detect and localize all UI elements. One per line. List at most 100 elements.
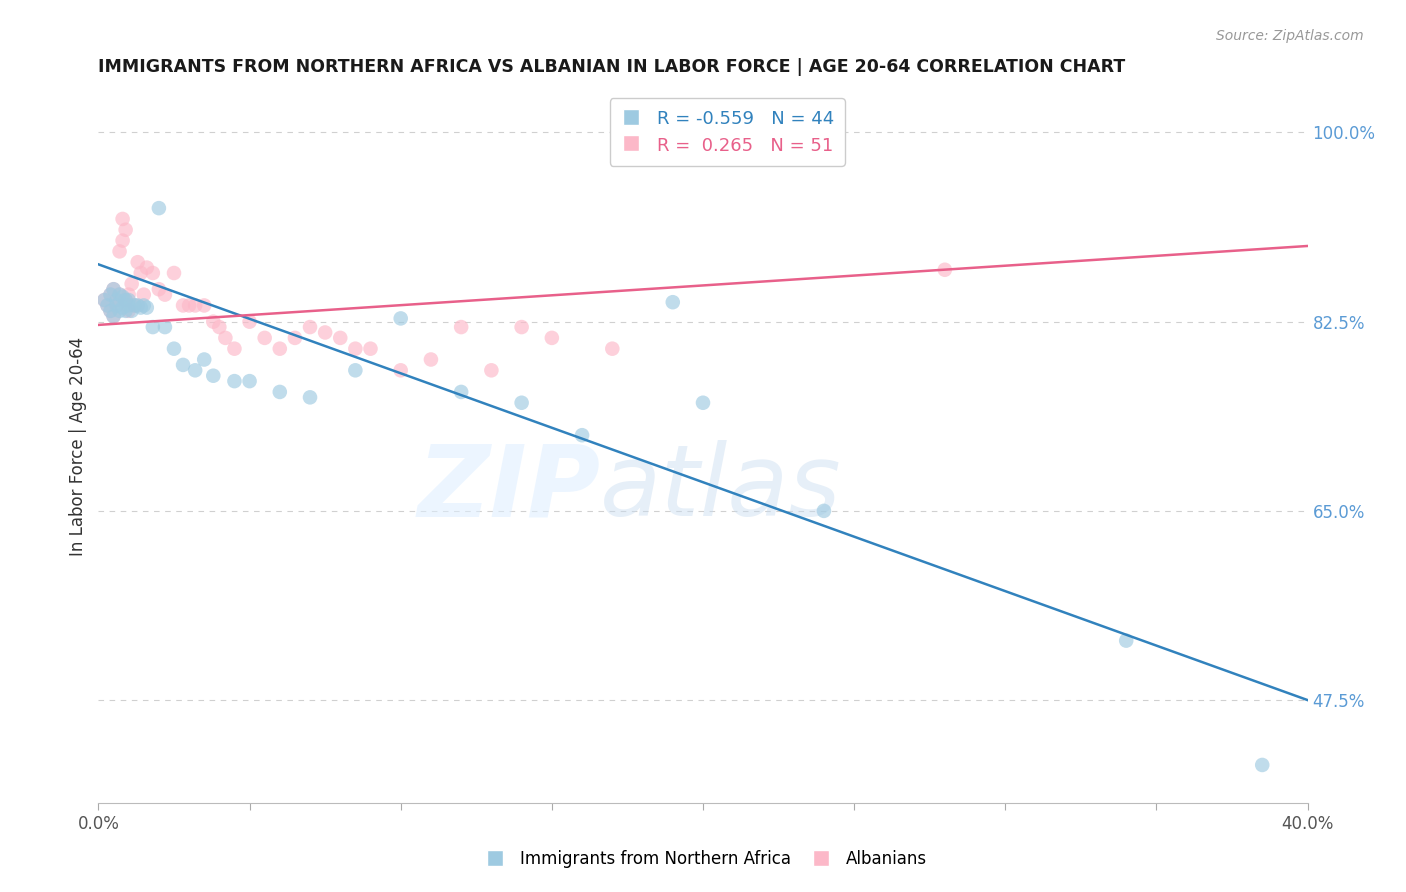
Point	[108, 244, 131, 259]
Point	[510, 396, 533, 410]
Point	[692, 396, 714, 410]
Point	[420, 352, 443, 367]
Point	[100, 287, 122, 301]
Point	[360, 342, 382, 356]
Point	[114, 223, 136, 237]
Point	[239, 315, 262, 329]
Point	[172, 358, 194, 372]
Point	[299, 320, 322, 334]
Point	[111, 234, 134, 248]
Point	[208, 320, 231, 334]
Point	[129, 266, 152, 280]
Point	[148, 282, 170, 296]
Point	[1115, 633, 1137, 648]
Point	[96, 298, 118, 312]
Point	[118, 298, 141, 312]
Point	[214, 331, 236, 345]
Point	[127, 255, 149, 269]
Point	[540, 331, 562, 345]
Point	[124, 298, 146, 312]
Point	[571, 428, 593, 442]
Point	[118, 303, 141, 318]
Point	[96, 298, 118, 312]
Point	[329, 331, 352, 345]
Point	[103, 282, 125, 296]
Point	[142, 266, 165, 280]
Point	[127, 298, 149, 312]
Point	[111, 301, 134, 315]
Point	[224, 342, 246, 356]
Point	[450, 320, 472, 334]
Point	[105, 298, 128, 312]
Point	[148, 201, 170, 215]
Point	[662, 295, 685, 310]
Point	[389, 311, 412, 326]
Point	[163, 266, 186, 280]
Point	[108, 303, 131, 318]
Point	[389, 363, 412, 377]
Point	[193, 352, 215, 367]
Point	[163, 342, 186, 356]
Point	[153, 320, 176, 334]
Point	[132, 287, 155, 301]
Point	[813, 504, 835, 518]
Point	[124, 298, 146, 312]
Point	[100, 303, 122, 318]
Point	[114, 293, 136, 307]
Point	[93, 293, 115, 307]
Point	[118, 293, 141, 307]
Point	[450, 384, 472, 399]
Point	[121, 303, 143, 318]
Point	[172, 298, 194, 312]
Point	[93, 293, 115, 307]
Point	[184, 363, 207, 377]
Point	[100, 287, 122, 301]
Text: Source: ZipAtlas.com: Source: ZipAtlas.com	[1216, 29, 1364, 43]
Point	[135, 301, 157, 315]
Point	[103, 310, 125, 324]
Point	[481, 363, 503, 377]
Legend: R = -0.559   N = 44, R =  0.265   N = 51: R = -0.559 N = 44, R = 0.265 N = 51	[610, 98, 845, 166]
Point	[153, 287, 176, 301]
Point	[111, 211, 134, 226]
Point	[239, 374, 262, 388]
Point	[510, 320, 533, 334]
Point	[193, 298, 215, 312]
Point	[121, 277, 143, 291]
Point	[108, 287, 131, 301]
Point	[135, 260, 157, 275]
Point	[1251, 758, 1274, 772]
Point	[344, 342, 367, 356]
Point	[142, 320, 165, 334]
Point	[934, 262, 956, 277]
Point	[105, 293, 128, 307]
Text: atlas: atlas	[600, 441, 842, 537]
Point	[114, 303, 136, 318]
Legend: Immigrants from Northern Africa, Albanians: Immigrants from Northern Africa, Albania…	[472, 844, 934, 875]
Point	[129, 301, 152, 315]
Point	[202, 368, 225, 383]
Point	[105, 298, 128, 312]
Point	[224, 374, 246, 388]
Text: IMMIGRANTS FROM NORTHERN AFRICA VS ALBANIAN IN LABOR FORCE | AGE 20-64 CORRELATI: IMMIGRANTS FROM NORTHERN AFRICA VS ALBAN…	[98, 58, 1126, 76]
Text: ZIP: ZIP	[418, 441, 600, 537]
Point	[108, 287, 131, 301]
Point	[118, 287, 141, 301]
Point	[100, 303, 122, 318]
Point	[132, 298, 155, 312]
Point	[602, 342, 624, 356]
Point	[179, 298, 201, 312]
Point	[269, 384, 291, 399]
Point	[111, 290, 134, 304]
Point	[284, 331, 307, 345]
Point	[314, 326, 336, 340]
Point	[202, 315, 225, 329]
Point	[103, 310, 125, 324]
Point	[114, 293, 136, 307]
Point	[253, 331, 276, 345]
Point	[103, 282, 125, 296]
Point	[344, 363, 367, 377]
Point	[184, 298, 207, 312]
Point	[269, 342, 291, 356]
Point	[105, 293, 128, 307]
